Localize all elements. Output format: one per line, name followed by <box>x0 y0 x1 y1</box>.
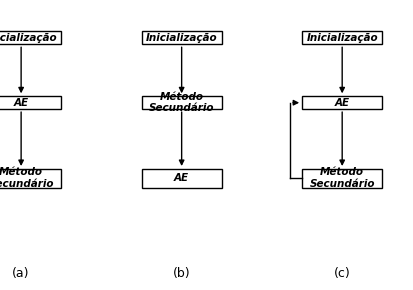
Text: Método
Secundário: Método Secundário <box>0 167 54 189</box>
Text: AE: AE <box>334 98 349 108</box>
Text: Inicialização: Inicialização <box>306 33 377 43</box>
Bar <box>0 96 61 109</box>
Bar <box>301 169 381 188</box>
Bar <box>301 31 381 44</box>
Bar <box>0 31 61 44</box>
Bar <box>141 31 221 44</box>
Text: (b): (b) <box>172 267 190 280</box>
Text: AE: AE <box>14 98 28 108</box>
Bar <box>301 96 381 109</box>
Bar <box>141 169 221 188</box>
Text: Método
Secundário: Método Secundário <box>149 92 214 113</box>
Text: Inicialização: Inicialização <box>145 33 217 43</box>
Text: AE: AE <box>174 173 189 183</box>
Bar <box>0 169 61 188</box>
Bar <box>141 96 221 109</box>
Text: (a): (a) <box>12 267 30 280</box>
Text: Inicialização: Inicialização <box>0 33 57 43</box>
Text: Método
Secundário: Método Secundário <box>309 167 374 189</box>
Text: (c): (c) <box>333 267 350 280</box>
